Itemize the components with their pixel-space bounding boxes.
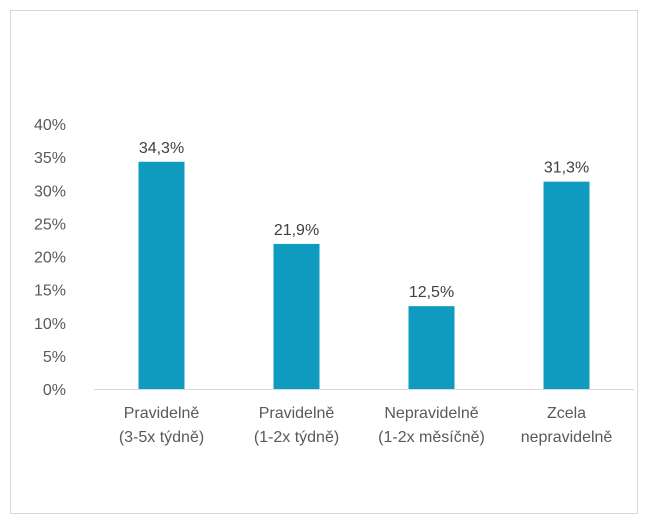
category-label: nepravidelně xyxy=(521,429,613,446)
chart-area xyxy=(10,10,638,514)
category-label: Pravidelně xyxy=(124,405,200,422)
data-label: 34,3% xyxy=(139,140,184,157)
category-label: Nepravidelně xyxy=(384,405,478,422)
y-tick-label: 5% xyxy=(43,349,66,366)
category-label: Zcela xyxy=(547,405,586,422)
y-tick-label: 30% xyxy=(34,183,66,200)
category-label: Pravidelně xyxy=(259,405,335,422)
bar xyxy=(273,243,320,389)
category-label: (1-2x týdně) xyxy=(254,429,339,446)
y-tick-label: 35% xyxy=(34,150,66,167)
bar xyxy=(138,161,185,389)
bar xyxy=(408,306,455,389)
data-label: 21,9% xyxy=(274,222,319,239)
data-label: 31,3% xyxy=(544,160,589,177)
category-label: (1-2x měsíčně) xyxy=(378,429,485,446)
category-label: (3-5x týdně) xyxy=(119,429,204,446)
y-tick-label: 20% xyxy=(34,250,66,267)
y-tick-label: 10% xyxy=(34,316,66,333)
bar xyxy=(543,181,590,389)
data-label: 12,5% xyxy=(409,284,454,301)
y-tick-label: 15% xyxy=(34,283,66,300)
y-tick-label: 40% xyxy=(34,117,66,134)
y-tick-label: 25% xyxy=(34,216,66,233)
y-tick-label: 0% xyxy=(43,382,66,399)
